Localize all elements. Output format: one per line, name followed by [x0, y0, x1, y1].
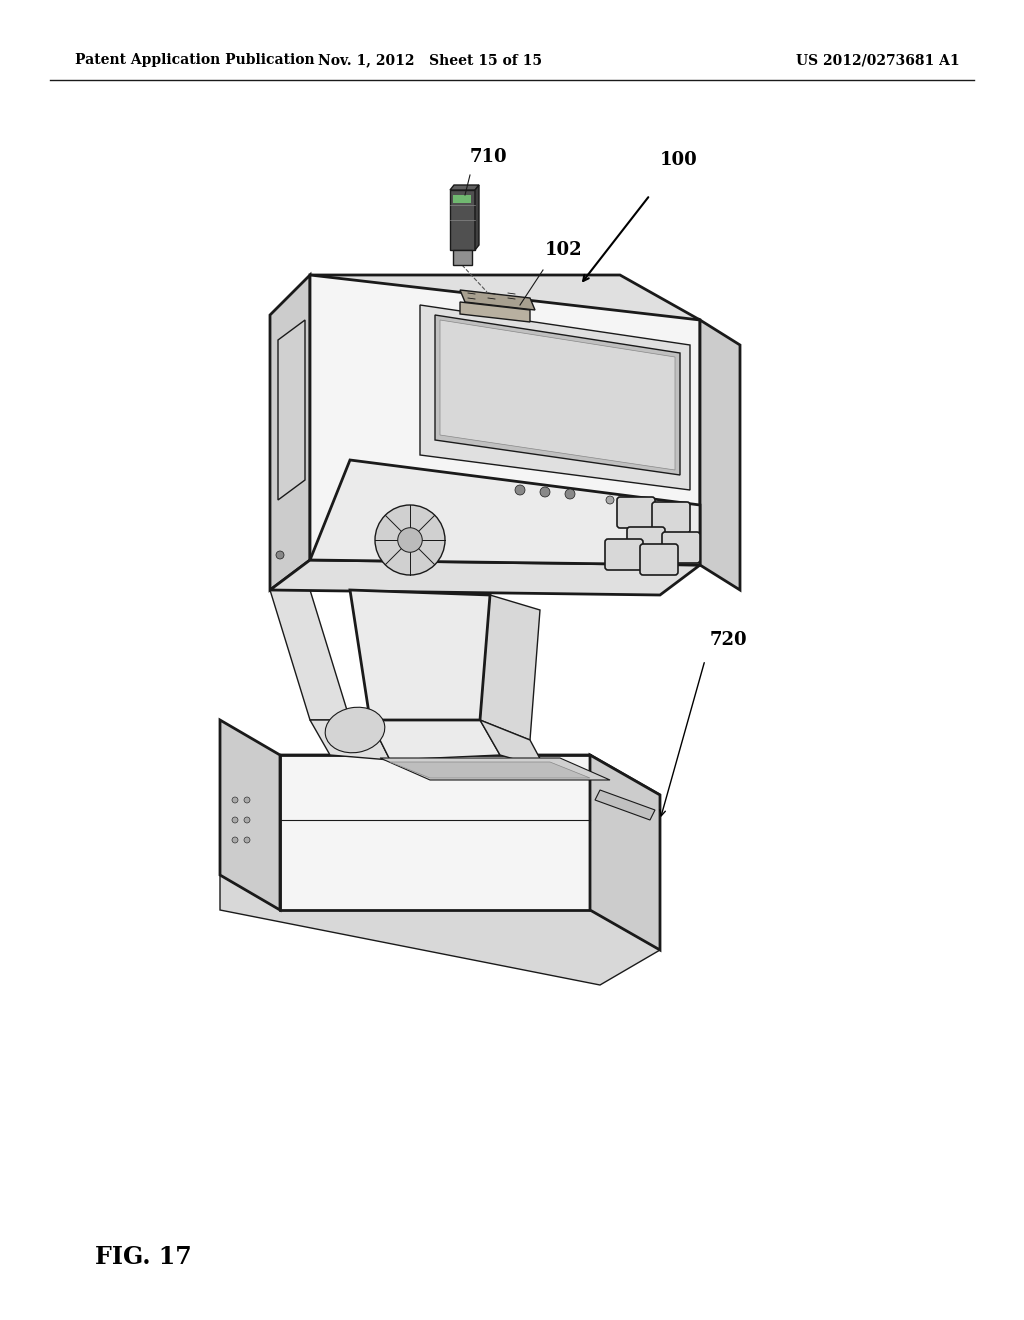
Text: 710: 710	[470, 148, 508, 166]
FancyBboxPatch shape	[627, 527, 665, 558]
Circle shape	[397, 528, 422, 552]
Polygon shape	[380, 758, 610, 780]
Circle shape	[540, 487, 550, 498]
Circle shape	[375, 506, 445, 576]
Text: US 2012/0273681 A1: US 2012/0273681 A1	[797, 53, 961, 67]
Polygon shape	[475, 185, 479, 249]
Circle shape	[232, 837, 238, 843]
Polygon shape	[453, 249, 472, 265]
Polygon shape	[450, 185, 479, 190]
Circle shape	[515, 484, 525, 495]
Circle shape	[244, 837, 250, 843]
FancyBboxPatch shape	[662, 532, 700, 564]
Polygon shape	[440, 319, 675, 470]
Polygon shape	[350, 590, 490, 719]
Polygon shape	[280, 755, 660, 795]
Polygon shape	[270, 275, 310, 590]
Polygon shape	[435, 315, 680, 475]
Text: Patent Application Publication: Patent Application Publication	[75, 53, 314, 67]
Polygon shape	[420, 305, 690, 490]
Circle shape	[565, 488, 575, 499]
Polygon shape	[280, 755, 590, 909]
Polygon shape	[220, 875, 660, 985]
FancyBboxPatch shape	[652, 502, 690, 533]
Polygon shape	[460, 302, 530, 322]
Circle shape	[631, 499, 639, 507]
Circle shape	[232, 817, 238, 822]
Polygon shape	[310, 719, 390, 760]
Polygon shape	[310, 275, 700, 565]
Circle shape	[276, 550, 284, 558]
Polygon shape	[270, 590, 350, 719]
Text: 720: 720	[710, 631, 748, 649]
Bar	[453, 195, 471, 203]
Polygon shape	[370, 719, 500, 760]
Polygon shape	[390, 762, 590, 777]
Polygon shape	[590, 755, 660, 950]
Polygon shape	[278, 319, 305, 500]
Polygon shape	[270, 560, 700, 595]
Polygon shape	[310, 459, 700, 565]
FancyBboxPatch shape	[640, 544, 678, 576]
Polygon shape	[460, 290, 535, 310]
Circle shape	[606, 496, 614, 504]
Text: FIG. 17: FIG. 17	[95, 1245, 191, 1269]
Polygon shape	[595, 789, 655, 820]
Polygon shape	[220, 719, 280, 909]
Polygon shape	[450, 190, 475, 249]
Circle shape	[232, 797, 238, 803]
Text: 102: 102	[545, 242, 583, 259]
Polygon shape	[700, 319, 740, 590]
Text: Nov. 1, 2012   Sheet 15 of 15: Nov. 1, 2012 Sheet 15 of 15	[318, 53, 542, 67]
Circle shape	[244, 797, 250, 803]
Polygon shape	[310, 275, 700, 319]
Circle shape	[244, 817, 250, 822]
Text: 100: 100	[660, 150, 697, 169]
FancyBboxPatch shape	[617, 498, 655, 528]
Polygon shape	[480, 595, 540, 741]
Polygon shape	[480, 719, 545, 768]
Ellipse shape	[326, 708, 385, 752]
FancyBboxPatch shape	[605, 539, 643, 570]
